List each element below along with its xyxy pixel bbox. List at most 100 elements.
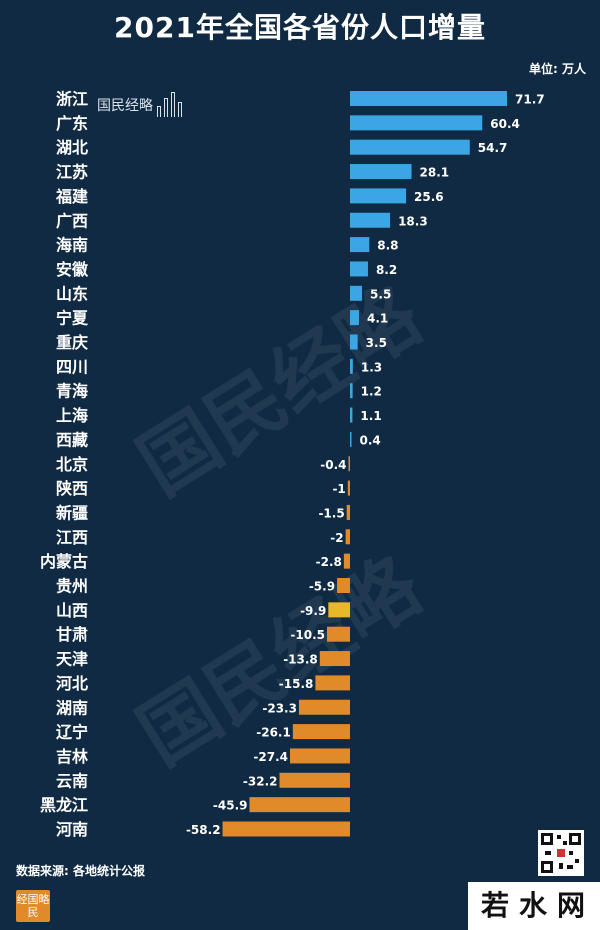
bar bbox=[350, 115, 483, 131]
value-label: -23.3 bbox=[262, 701, 297, 715]
value-label: -0.4 bbox=[320, 458, 346, 472]
value-label: 3.5 bbox=[366, 336, 387, 350]
category-label: 山东 bbox=[56, 284, 88, 303]
bar bbox=[348, 456, 350, 472]
category-label: 浙江 bbox=[56, 90, 88, 109]
unit-label: 单位: 万人 bbox=[529, 62, 586, 76]
category-label: 上海 bbox=[56, 406, 88, 425]
category-label: 广东 bbox=[56, 114, 88, 133]
value-label: -1 bbox=[332, 482, 345, 496]
site-logo: 若水网 bbox=[468, 882, 600, 930]
category-label: 湖北 bbox=[56, 138, 88, 157]
category-label: 河北 bbox=[56, 674, 88, 693]
value-label: 54.7 bbox=[478, 141, 508, 155]
bar bbox=[350, 188, 407, 204]
value-label: 1.3 bbox=[361, 360, 382, 374]
value-label: -27.4 bbox=[253, 750, 288, 764]
bar bbox=[350, 91, 507, 106]
value-label: 0.4 bbox=[360, 433, 381, 447]
bar bbox=[350, 383, 353, 399]
category-label: 山西 bbox=[56, 601, 88, 620]
value-label: -15.8 bbox=[279, 677, 314, 691]
bar bbox=[343, 553, 350, 569]
value-label: -2.8 bbox=[316, 555, 342, 569]
bar bbox=[279, 772, 350, 788]
value-label: 28.1 bbox=[420, 166, 450, 180]
category-label: 贵州 bbox=[56, 577, 88, 596]
bar bbox=[346, 504, 350, 520]
category-label: 内蒙古 bbox=[40, 552, 88, 571]
value-label: -5.9 bbox=[309, 580, 335, 594]
bar bbox=[327, 626, 350, 642]
category-label: 黑龙江 bbox=[40, 796, 88, 815]
category-label: 安徽 bbox=[56, 260, 89, 279]
bar bbox=[350, 431, 352, 447]
value-label: -13.8 bbox=[283, 653, 318, 667]
chart-title: 2021年全国各省份人口增量 bbox=[114, 11, 486, 44]
category-label: 海南 bbox=[56, 236, 88, 255]
category-label: 福建 bbox=[55, 187, 88, 206]
bar bbox=[249, 797, 350, 813]
value-label: -32.2 bbox=[243, 774, 278, 788]
category-label: 青海 bbox=[56, 382, 88, 401]
category-label: 甘肃 bbox=[56, 625, 88, 644]
qr-code-icon bbox=[538, 830, 584, 876]
bar bbox=[350, 164, 412, 180]
bar bbox=[350, 237, 370, 253]
category-label: 新疆 bbox=[56, 503, 88, 522]
bar-chart: 浙江 71.7 广东 60.4 湖北 54.7 江苏 28.1 福建 25.6 广西 18.3 海南 8.… bbox=[40, 90, 545, 840]
value-label: 4.1 bbox=[367, 312, 388, 326]
value-label: -45.9 bbox=[213, 799, 248, 813]
category-label: 吉林 bbox=[56, 747, 88, 766]
value-label: -9.9 bbox=[300, 604, 326, 618]
value-label: 5.5 bbox=[370, 287, 391, 301]
category-label: 云南 bbox=[56, 771, 88, 790]
category-label: 天津 bbox=[56, 650, 88, 669]
bar bbox=[337, 578, 350, 593]
category-label: 辽宁 bbox=[56, 723, 88, 742]
brand-logo: 国民经略 bbox=[97, 91, 227, 119]
value-label: 60.4 bbox=[490, 117, 520, 131]
brand-seal: 经国略民 bbox=[16, 890, 50, 922]
category-label: 江苏 bbox=[56, 163, 88, 182]
bar bbox=[345, 529, 350, 545]
category-label: 西藏 bbox=[56, 430, 88, 449]
value-label: -1.5 bbox=[318, 506, 344, 520]
category-label: 宁夏 bbox=[56, 309, 89, 328]
value-label: 8.8 bbox=[377, 239, 398, 253]
bar bbox=[347, 480, 350, 496]
bar bbox=[350, 407, 353, 423]
bar bbox=[290, 748, 350, 764]
category-label: 河南 bbox=[56, 820, 88, 839]
bar bbox=[315, 675, 350, 691]
value-label: 71.7 bbox=[515, 93, 545, 107]
value-label: -26.1 bbox=[256, 726, 291, 740]
category-label: 陕西 bbox=[56, 479, 88, 498]
category-label: 湖南 bbox=[56, 698, 88, 717]
value-label: -58.2 bbox=[186, 823, 221, 837]
category-label: 广西 bbox=[56, 211, 88, 230]
category-label: 四川 bbox=[56, 357, 88, 376]
value-label: -2 bbox=[330, 531, 343, 545]
bar bbox=[319, 651, 350, 667]
value-label: 18.3 bbox=[398, 214, 428, 228]
bar bbox=[350, 310, 359, 326]
value-label: -10.5 bbox=[290, 628, 325, 642]
data-source: 数据来源: 各地统计公报 bbox=[16, 864, 145, 878]
value-label: 25.6 bbox=[414, 190, 444, 204]
building-icon bbox=[157, 92, 182, 117]
bar bbox=[350, 285, 363, 301]
bar bbox=[292, 724, 350, 740]
value-label: 8.2 bbox=[376, 263, 397, 277]
value-label: 1.1 bbox=[360, 409, 381, 423]
category-label: 重庆 bbox=[56, 333, 88, 352]
bar bbox=[350, 334, 358, 350]
bar bbox=[298, 699, 350, 715]
category-label: 江西 bbox=[56, 528, 88, 547]
bar bbox=[350, 358, 353, 374]
brand-logo-text: 国民经略 bbox=[97, 98, 153, 114]
bar bbox=[350, 139, 470, 155]
bar bbox=[328, 602, 350, 618]
category-label: 北京 bbox=[56, 455, 88, 474]
value-label: 1.2 bbox=[361, 385, 382, 399]
